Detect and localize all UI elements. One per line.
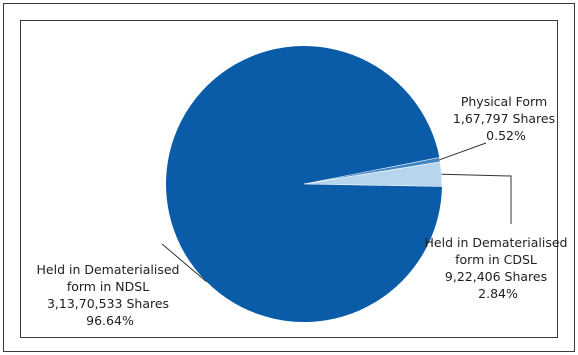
leader-line-cdsl xyxy=(441,173,512,224)
slice-label-physical: Physical Form 1,67,797 Shares 0.52% xyxy=(453,94,559,143)
plot-area-border xyxy=(20,20,558,338)
slice-label-cdsl: Held in Dematerialised form in CDSL 9,22… xyxy=(425,235,572,301)
chart-outer-border xyxy=(3,3,575,352)
leader-line-ndsl xyxy=(161,243,207,282)
leader-lines xyxy=(161,142,512,282)
leader-line-physical xyxy=(439,142,487,161)
pie-slices xyxy=(166,46,443,323)
slice-label-ndsl: Held in Dematerialised form in NDSL 3,13… xyxy=(37,262,184,328)
